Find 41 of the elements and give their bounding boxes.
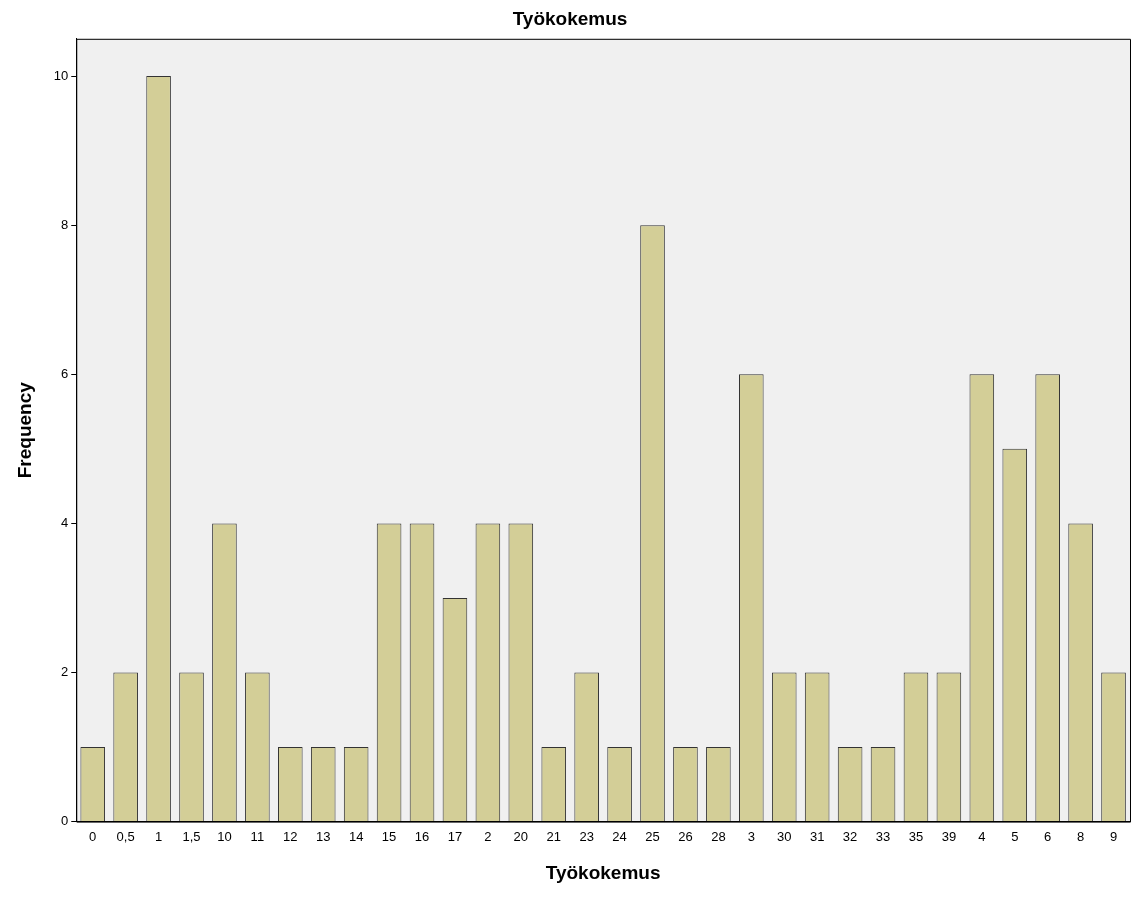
x-axis-title: Työkokemus: [545, 861, 661, 883]
x-tick-label: 16: [414, 828, 430, 844]
chart-title: Työkokemus: [512, 7, 628, 29]
x-tick-label: 26: [678, 828, 693, 844]
x-tick-label: 0,5: [116, 828, 135, 844]
x-tick-label: 39: [941, 828, 957, 844]
x-tick-label: 25: [645, 828, 660, 844]
x-tick-label: 14: [348, 828, 364, 844]
x-tick-label: 9: [1109, 828, 1118, 844]
x-tick-label: 2: [484, 828, 492, 844]
x-tick-label: 20: [513, 828, 529, 844]
x-tick-label: 1,5: [182, 828, 201, 844]
y-tick-label: 0: [61, 813, 69, 829]
x-tick-label: 11: [250, 828, 265, 844]
x-tick-label: 33: [875, 828, 891, 844]
x-tick-label: 17: [447, 828, 463, 844]
x-tick-label: 31: [809, 828, 825, 844]
x-tick-label: 23: [579, 828, 594, 844]
x-tick-label: 3: [747, 828, 755, 844]
x-tick-label: 21: [546, 828, 561, 844]
x-tick-label: 8: [1076, 828, 1085, 844]
y-tick-label: 4: [61, 514, 69, 530]
x-tick-label: 12: [283, 828, 298, 844]
x-tick-label: 28: [711, 828, 726, 844]
y-tick-label: 2: [61, 664, 69, 680]
x-tick-label: 35: [908, 828, 924, 844]
y-axis-title: Frequency: [13, 381, 35, 479]
x-tick-label: 10: [217, 828, 232, 844]
x-tick-label: 6: [1044, 828, 1052, 844]
x-tick-label: 4: [978, 828, 986, 844]
x-tick-label: 0: [89, 828, 97, 844]
x-tick-label: 13: [316, 828, 331, 844]
x-tick-label: 30: [777, 828, 792, 844]
x-tick-label: 24: [612, 828, 627, 844]
x-tick-label: 1: [154, 828, 163, 844]
y-tick-label: 8: [61, 216, 69, 232]
y-tick-label: 10: [53, 67, 69, 83]
y-tick-label: 6: [61, 365, 69, 381]
x-tick-label: 5: [1011, 828, 1019, 844]
x-tick-label: 32: [842, 828, 858, 844]
x-tick-label: 15: [381, 828, 397, 844]
